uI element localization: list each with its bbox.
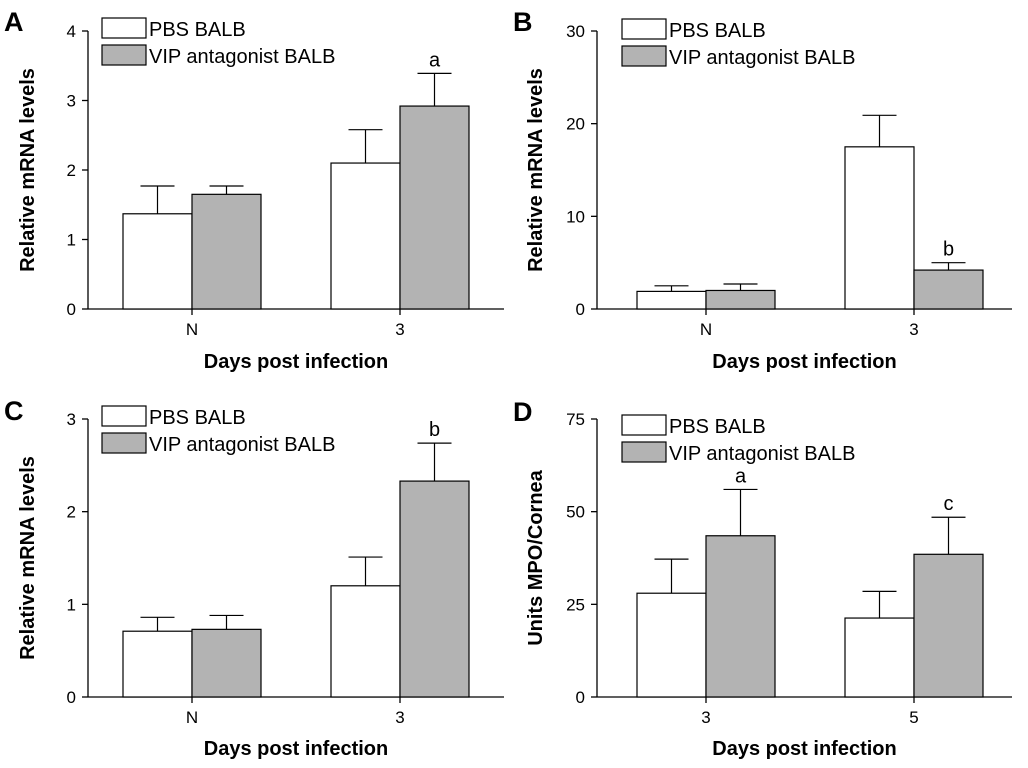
bar-pbs [122, 213, 193, 310]
bar-vip [705, 535, 776, 698]
x-tick-label: N [186, 320, 198, 339]
bar-pbs [330, 585, 401, 698]
y-tick-label: 1 [67, 595, 76, 614]
bar-pbs [122, 630, 193, 698]
panel-letter: B [513, 7, 533, 37]
legend-label: PBS BALB [669, 416, 766, 438]
y-tick-label: 75 [566, 410, 585, 429]
significance-label: c [944, 493, 954, 515]
bar-pbs [636, 592, 707, 698]
bar-vip [191, 628, 262, 698]
y-tick-label: 25 [566, 595, 585, 614]
legend-label: VIP antagonist BALB [149, 434, 335, 456]
bar-pbs [844, 146, 915, 310]
legend-label: VIP antagonist BALB [669, 47, 855, 69]
y-tick-label: 0 [576, 688, 585, 707]
x-tick-label: N [700, 320, 712, 339]
legend-swatch [101, 44, 147, 66]
bar-vip [399, 105, 470, 310]
bar-pbs [844, 617, 915, 698]
x-axis-title: Days post infection [204, 351, 388, 373]
x-axis-title: Days post infection [712, 351, 896, 373]
legend-label: PBS BALB [669, 20, 766, 42]
y-tick-label: 4 [67, 22, 76, 41]
legend-swatch [101, 17, 147, 39]
significance-label: b [943, 239, 954, 261]
significance-label: a [735, 465, 747, 487]
bar-pbs [636, 290, 707, 310]
panel-letter: C [4, 396, 24, 426]
x-tick-label: 3 [395, 320, 404, 339]
legend-swatch [101, 432, 147, 454]
legend-swatch [621, 414, 667, 436]
y-tick-label: 30 [566, 22, 585, 41]
panel-a: A 0 1 2 3 4 N 3 a PBS BALB VIP antagonist BALB Days… [4, 7, 504, 373]
x-tick-label: 3 [395, 708, 404, 727]
y-tick-label: 2 [67, 161, 76, 180]
y-tick-label: 10 [566, 207, 585, 226]
bar-vip [913, 553, 984, 698]
legend-swatch [101, 405, 147, 427]
bar-vip [191, 193, 262, 310]
y-axis-title: Units MPO/Cornea [525, 469, 547, 645]
panel-d: D 0 25 50 75 3 5 a c PBS BALB VIP antagonist BALB D… [513, 397, 1012, 760]
significance-label: a [429, 49, 441, 71]
panel-b: B 0 10 20 30 N 3 b PBS BALB VIP antagonist BALB Da… [513, 7, 1012, 373]
bar-vip [913, 269, 984, 310]
legend-swatch [621, 18, 667, 40]
legend-label: VIP antagonist BALB [149, 46, 335, 68]
legend-label: PBS BALB [149, 407, 246, 429]
panel-letter: D [513, 397, 533, 427]
x-tick-label: 3 [909, 320, 918, 339]
legend-swatch [621, 441, 667, 463]
panel-c: C 0 1 2 3 N 3 b PBS BALB VIP antagonist BALB Days … [4, 396, 504, 760]
y-axis-title: Relative mRNA levels [17, 456, 39, 660]
y-axis-title: Relative mRNA levels [525, 68, 547, 272]
y-tick-label: 3 [67, 410, 76, 429]
legend-label: VIP antagonist BALB [669, 443, 855, 465]
significance-label: b [429, 419, 440, 441]
x-tick-label: N [186, 708, 198, 727]
y-tick-label: 0 [576, 300, 585, 319]
y-tick-label: 3 [67, 92, 76, 111]
y-tick-label: 0 [67, 300, 76, 319]
bar-pbs [330, 162, 401, 310]
y-axis-title: Relative mRNA levels [17, 68, 39, 272]
x-axis-title: Days post infection [712, 738, 896, 760]
y-tick-label: 20 [566, 115, 585, 134]
y-tick-label: 0 [67, 688, 76, 707]
legend-swatch [621, 45, 667, 67]
bar-vip [705, 289, 776, 310]
legend-label: PBS BALB [149, 19, 246, 41]
y-tick-label: 50 [566, 503, 585, 522]
x-axis-title: Days post infection [204, 738, 388, 760]
y-tick-label: 1 [67, 231, 76, 250]
y-tick-label: 2 [67, 503, 76, 522]
panel-letter: A [4, 7, 24, 37]
bar-vip [399, 480, 470, 698]
x-tick-label: 5 [909, 708, 918, 727]
x-tick-label: 3 [701, 708, 710, 727]
